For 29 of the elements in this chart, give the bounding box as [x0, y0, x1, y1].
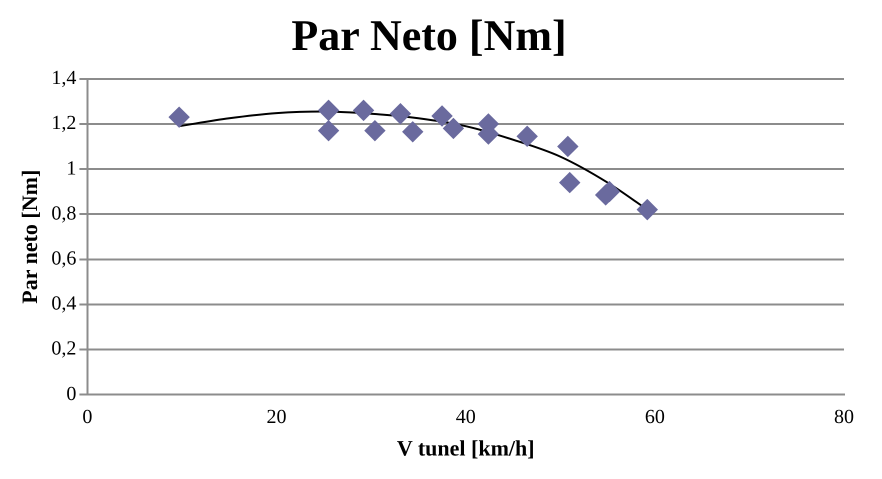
point	[318, 120, 340, 142]
y-tick-label: 1	[66, 157, 76, 180]
point	[353, 100, 374, 121]
point	[559, 172, 580, 194]
x-tick-label: 80	[834, 406, 854, 428]
point	[516, 126, 538, 147]
x-axis-title: V tunel [km/h]	[396, 435, 535, 460]
y-axis-title: Par neto [Nm]	[16, 170, 42, 304]
y-tick-label: 0,2	[51, 338, 76, 360]
y-tick-label: 1,4	[51, 67, 76, 90]
chart-title: Par Neto [Nm]	[291, 10, 567, 60]
point	[402, 121, 424, 142]
point	[168, 106, 190, 128]
point	[636, 199, 658, 220]
y-tick-label: 1,2	[51, 112, 76, 134]
x-tick-label: 20	[266, 406, 287, 428]
x-tick-label: 40	[456, 406, 476, 428]
point	[442, 118, 464, 139]
y-tick-label: 0,4	[51, 292, 76, 315]
y-tick-label: 0	[66, 382, 76, 405]
y-tick-label: 0,6	[51, 248, 76, 270]
point	[364, 120, 386, 142]
x-tick-label: 0	[82, 406, 92, 428]
y-tick-label: 0,8	[51, 202, 76, 224]
point	[557, 136, 578, 157]
point	[432, 106, 453, 127]
point	[318, 100, 340, 121]
x-tick-label: 60	[644, 406, 665, 428]
point	[390, 103, 411, 124]
